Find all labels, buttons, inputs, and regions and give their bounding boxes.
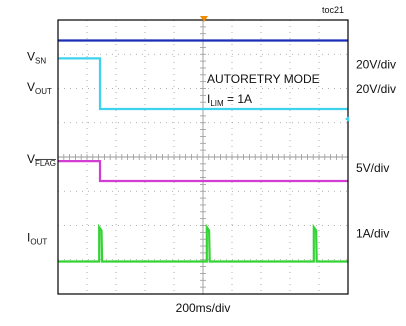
channel-label-sub: FLAG	[35, 159, 56, 168]
scale-label-iout: 1A/div	[356, 226, 389, 240]
trigger-marker	[200, 16, 208, 22]
reference-marker	[345, 116, 349, 122]
channel-label-main: V	[27, 152, 35, 166]
scale-label-vout: 20V/div	[356, 82, 396, 96]
annotation-ilim-rest: = 1A	[224, 92, 252, 106]
channel-label-main: V	[27, 80, 35, 94]
annotation-ilim-sub: LIM	[210, 99, 224, 108]
traces	[58, 39, 348, 263]
figure-id: toc21	[322, 5, 344, 15]
trace-iout	[58, 223, 348, 263]
x-axis-label: 200ms/div	[176, 301, 231, 315]
channel-label-main: I	[27, 230, 30, 244]
channel-label-iout: IOUT	[27, 230, 47, 246]
annotation-ilim: ILIM = 1A	[207, 92, 252, 108]
annotation-mode: AUTORETRY MODE	[207, 72, 320, 86]
trace-vflag	[58, 160, 348, 183]
scale-label-vflag: 5V/div	[356, 161, 389, 175]
channel-label-sub: OUT	[35, 87, 52, 96]
channel-label-vout: VOUT	[27, 80, 52, 96]
annotation-ilim-main: I	[207, 92, 210, 106]
channel-label-vsn: VSN	[27, 50, 46, 66]
channel-label-sub: SN	[35, 57, 46, 66]
channel-label-sub: OUT	[30, 237, 47, 246]
channel-label-main: V	[27, 50, 35, 64]
scale-label-vsn: 20V/div	[356, 58, 396, 72]
trace-vout	[58, 57, 348, 111]
channel-label-vflag: VFLAG	[27, 152, 56, 168]
grid	[58, 20, 348, 294]
